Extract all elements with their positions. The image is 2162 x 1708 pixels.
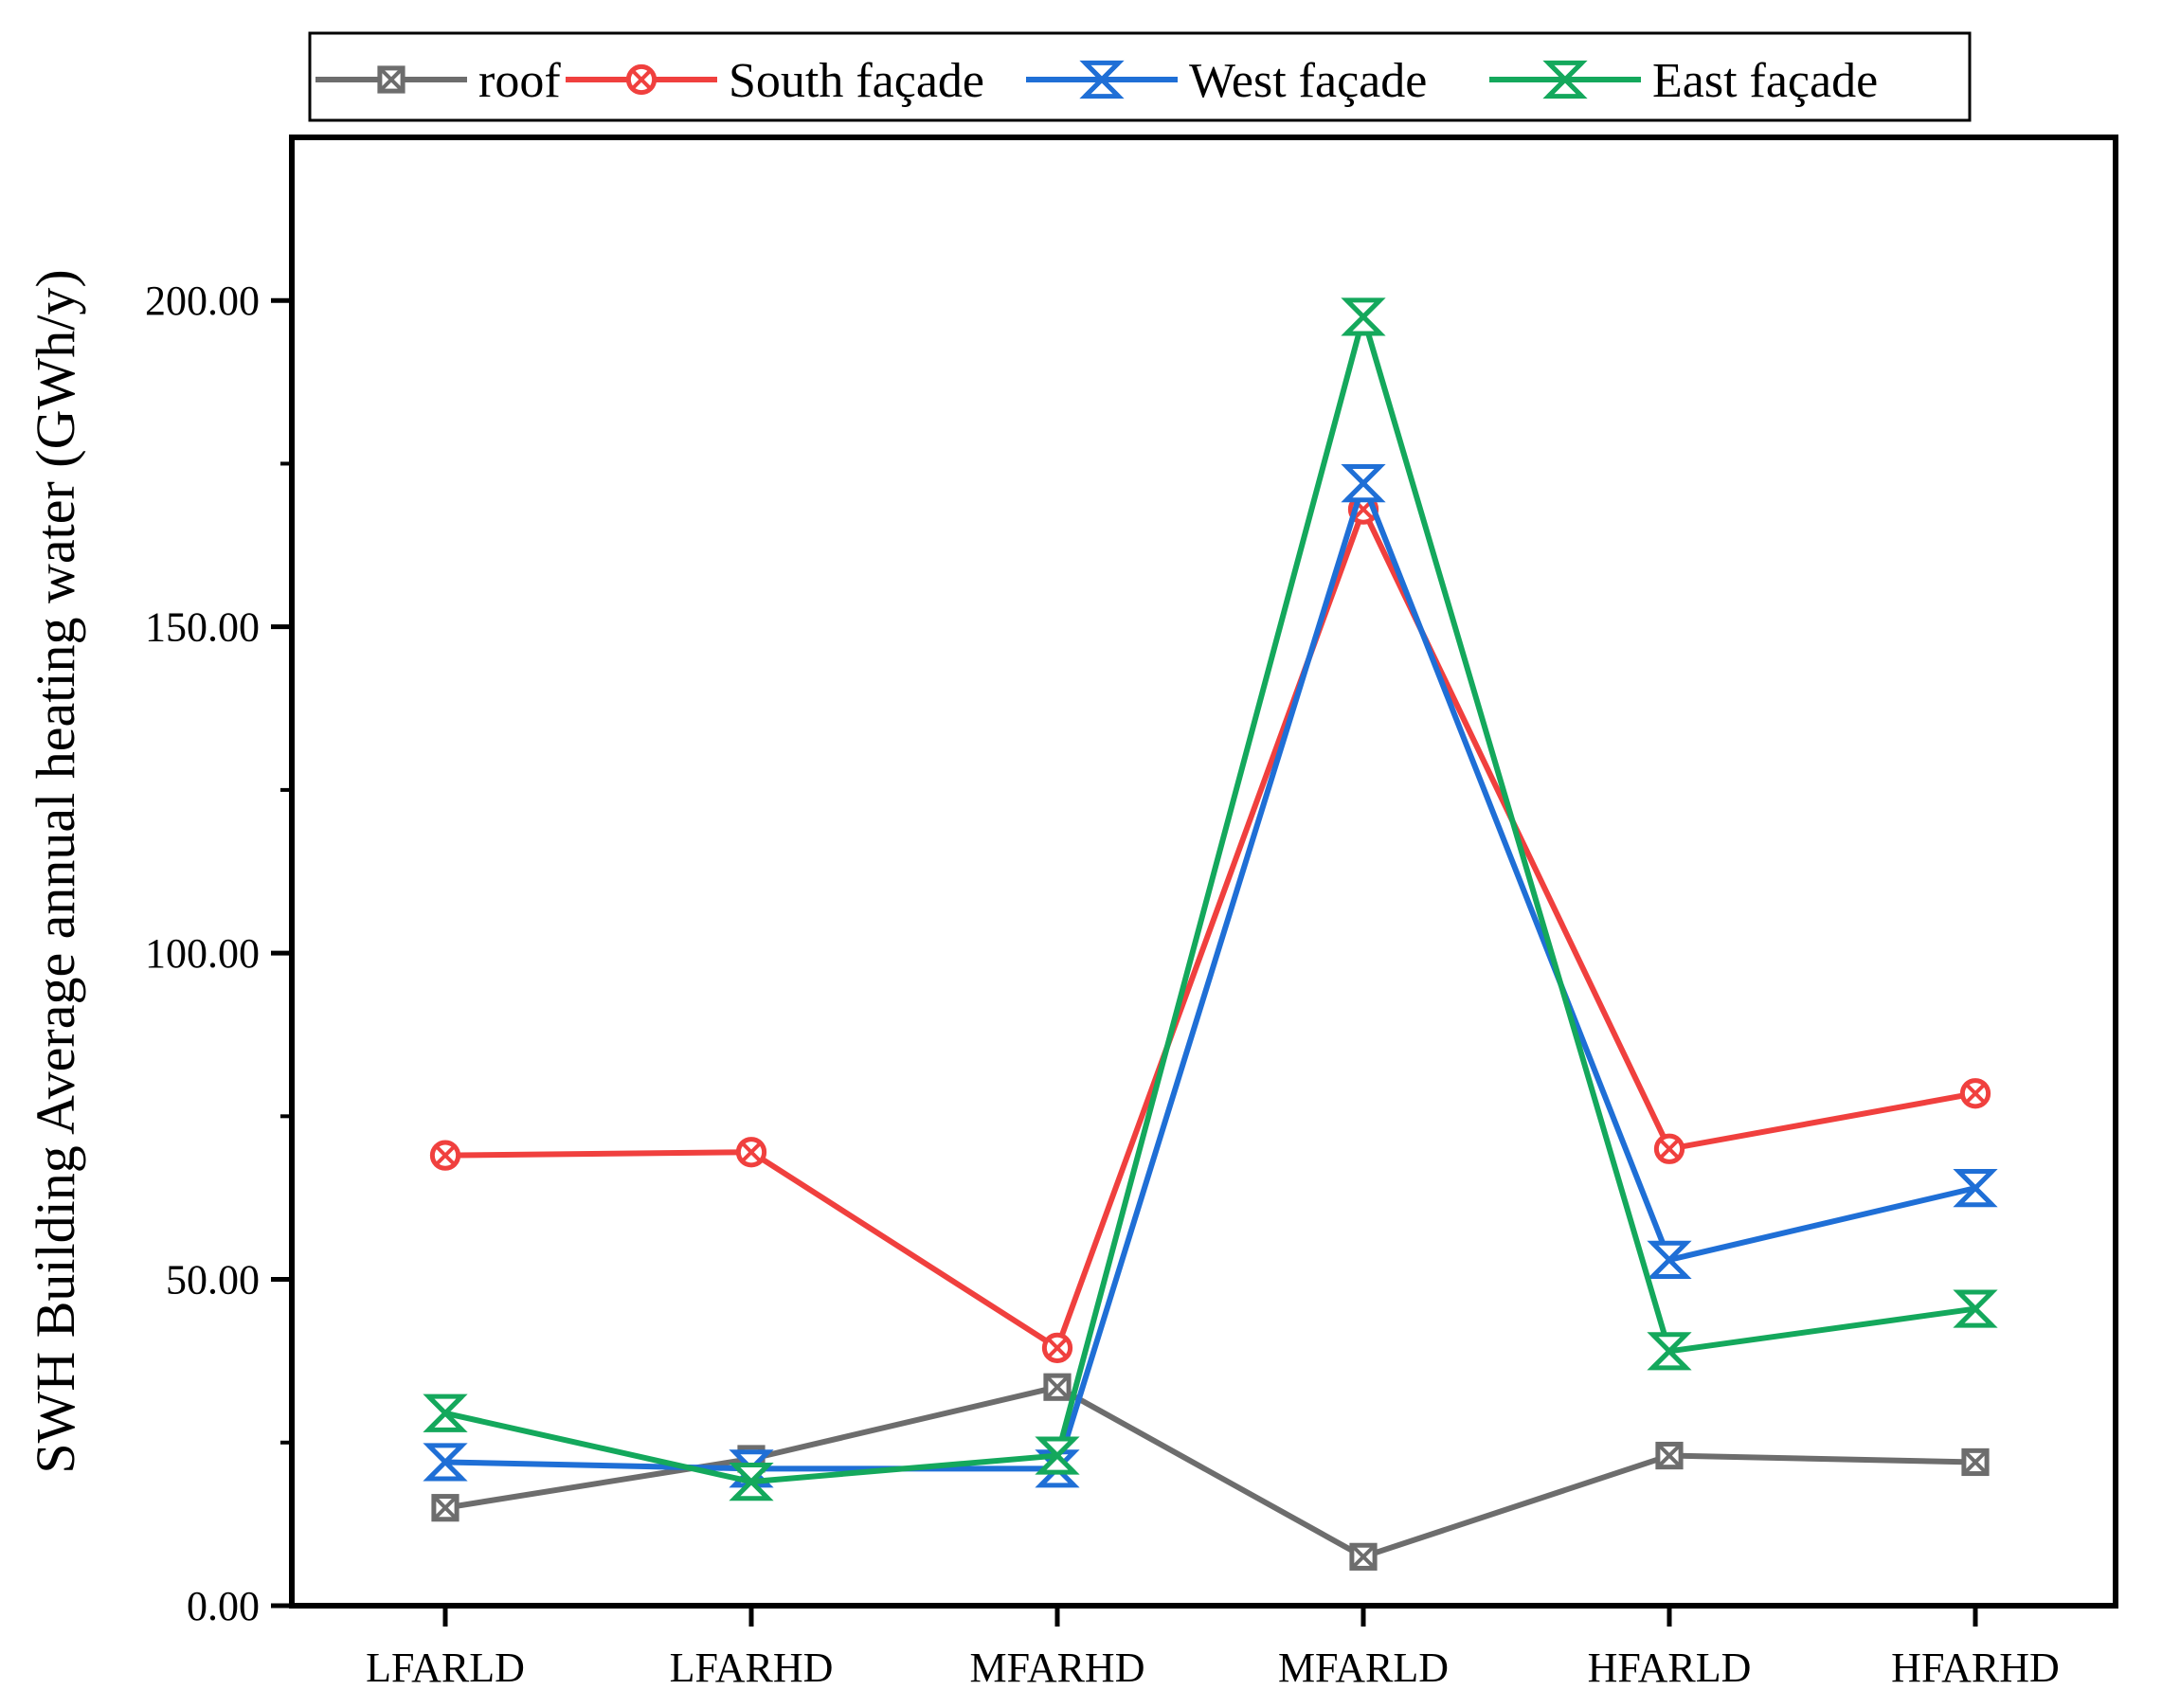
data-point [1953, 1289, 1998, 1328]
data-point [423, 1443, 468, 1482]
marker-cross [732, 1463, 770, 1501]
marker-cross [741, 1142, 762, 1163]
data-point [1041, 1332, 1073, 1364]
marker-cross [1546, 61, 1584, 99]
legend-item: roof [315, 54, 561, 108]
legend-label: South façade [729, 54, 984, 108]
marker-cross [1344, 298, 1382, 335]
marker-cross [1344, 464, 1382, 502]
data-point [1341, 464, 1386, 503]
marker-cross [1965, 1083, 1986, 1105]
data-point [1655, 1441, 1684, 1470]
data-point [729, 1463, 774, 1501]
data-point [1959, 1078, 1991, 1109]
marker-cross [1650, 1241, 1688, 1279]
marker-cross [1956, 1290, 1994, 1327]
marker-cross [1038, 1437, 1076, 1474]
data-point [1961, 1447, 1990, 1477]
y-tick-label: 0.00 [187, 1583, 260, 1629]
y-tick-label: 100.00 [145, 930, 260, 977]
x-tick-label: LFARLD [366, 1645, 525, 1691]
data-point [1035, 1436, 1080, 1475]
marker-cross [1650, 1332, 1688, 1370]
data-point [1043, 1373, 1072, 1401]
marker-cross [432, 1495, 459, 1521]
legend-item: East façade [1489, 54, 1878, 108]
data-point [1953, 1169, 1998, 1208]
marker-cross [426, 1444, 464, 1481]
data-point [423, 1393, 468, 1432]
plot-frame [289, 135, 2118, 1609]
marker-cross [1659, 1138, 1680, 1160]
series-line [444, 506, 1976, 1351]
series-line [444, 480, 1976, 1472]
data-point [625, 63, 658, 96]
y-tick-label: 200.00 [145, 278, 260, 324]
x-axis: LFARLD LFARHD MFARHD MFARLD HFARLD HFARHD [366, 1606, 2060, 1691]
series-south-fa-ade [429, 494, 1991, 1364]
y-axis-title: SWH Building Average annual heating wate… [25, 269, 86, 1473]
series-east-fa-ade [423, 297, 1998, 1501]
series-roof [431, 1373, 1990, 1571]
series-west-fa-ade [423, 464, 1998, 1488]
y-axis: 0.00 50.00 100.00 150.00 200.00 [145, 278, 292, 1629]
data-point [1341, 297, 1386, 336]
data-point [1349, 1542, 1378, 1571]
marker-cross [1962, 1448, 1989, 1475]
chart-legend: roof South façade West façade East façade [308, 31, 1972, 122]
data-point [429, 1140, 461, 1171]
legend-item: South façade [566, 54, 984, 108]
legend-label: East façade [1652, 54, 1878, 108]
marker-cross [631, 69, 652, 90]
marker-cross [378, 66, 405, 93]
marker-cross [435, 1144, 456, 1166]
series-layer [423, 297, 1998, 1571]
x-tick-label: HFARLD [1588, 1645, 1752, 1691]
legend-label: West façade [1189, 54, 1427, 108]
data-point [1653, 1133, 1685, 1164]
marker-cross [1350, 1543, 1377, 1570]
legend-label: roof [478, 54, 561, 108]
data-point [1647, 1332, 1692, 1371]
data-point [1647, 1240, 1692, 1279]
series-line [444, 1384, 1976, 1560]
data-point [1079, 60, 1125, 99]
x-tick-label: LFARHD [670, 1645, 834, 1691]
legend-item: West façade [1026, 54, 1427, 108]
x-tick-label: MFARHD [969, 1645, 1144, 1691]
marker-cross [1044, 1374, 1071, 1400]
data-point [735, 1137, 767, 1168]
x-tick-label: HFARHD [1891, 1645, 2060, 1691]
data-point [377, 65, 405, 94]
marker-cross [1956, 1169, 1994, 1207]
marker-cross [426, 1394, 464, 1432]
marker-cross [1047, 1337, 1068, 1358]
data-point [1542, 60, 1588, 99]
y-tick-label: 150.00 [145, 604, 260, 651]
y-tick-label: 50.00 [166, 1257, 260, 1303]
marker-cross [1083, 61, 1121, 99]
x-tick-label: MFARLD [1278, 1645, 1449, 1691]
data-point [431, 1494, 459, 1522]
marker-cross [1656, 1443, 1683, 1469]
series-line [444, 314, 1976, 1485]
